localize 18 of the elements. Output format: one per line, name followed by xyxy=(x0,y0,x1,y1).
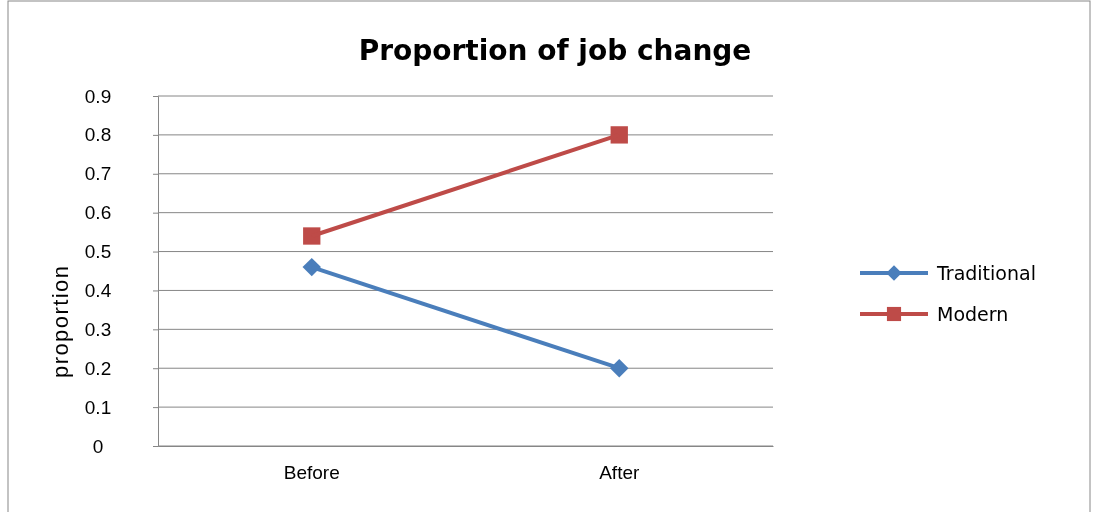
y-tick-label: 0.2 xyxy=(84,357,112,379)
point xyxy=(303,227,321,245)
y-tick-label: 0.6 xyxy=(84,202,112,224)
chart-title: Proportion of job change xyxy=(358,34,752,67)
point xyxy=(610,126,628,144)
legend-label: Modern xyxy=(937,303,1009,325)
y-tick-label: 0.4 xyxy=(84,280,112,302)
x-tick-label: After xyxy=(599,462,640,483)
y-tick-label: 0.7 xyxy=(84,163,112,185)
y-axis-title: proportion xyxy=(48,266,73,378)
y-tick-label: 0.9 xyxy=(84,85,112,107)
legend-label: Traditional xyxy=(936,262,1036,284)
y-tick-label: 0 xyxy=(92,435,104,457)
x-tick-label: Before xyxy=(283,462,340,483)
y-tick-label: 0.3 xyxy=(84,318,112,340)
y-tick-label: 0.8 xyxy=(84,124,112,146)
y-tick-label: 0.5 xyxy=(84,241,112,263)
y-tick-label: 0.1 xyxy=(84,396,112,418)
